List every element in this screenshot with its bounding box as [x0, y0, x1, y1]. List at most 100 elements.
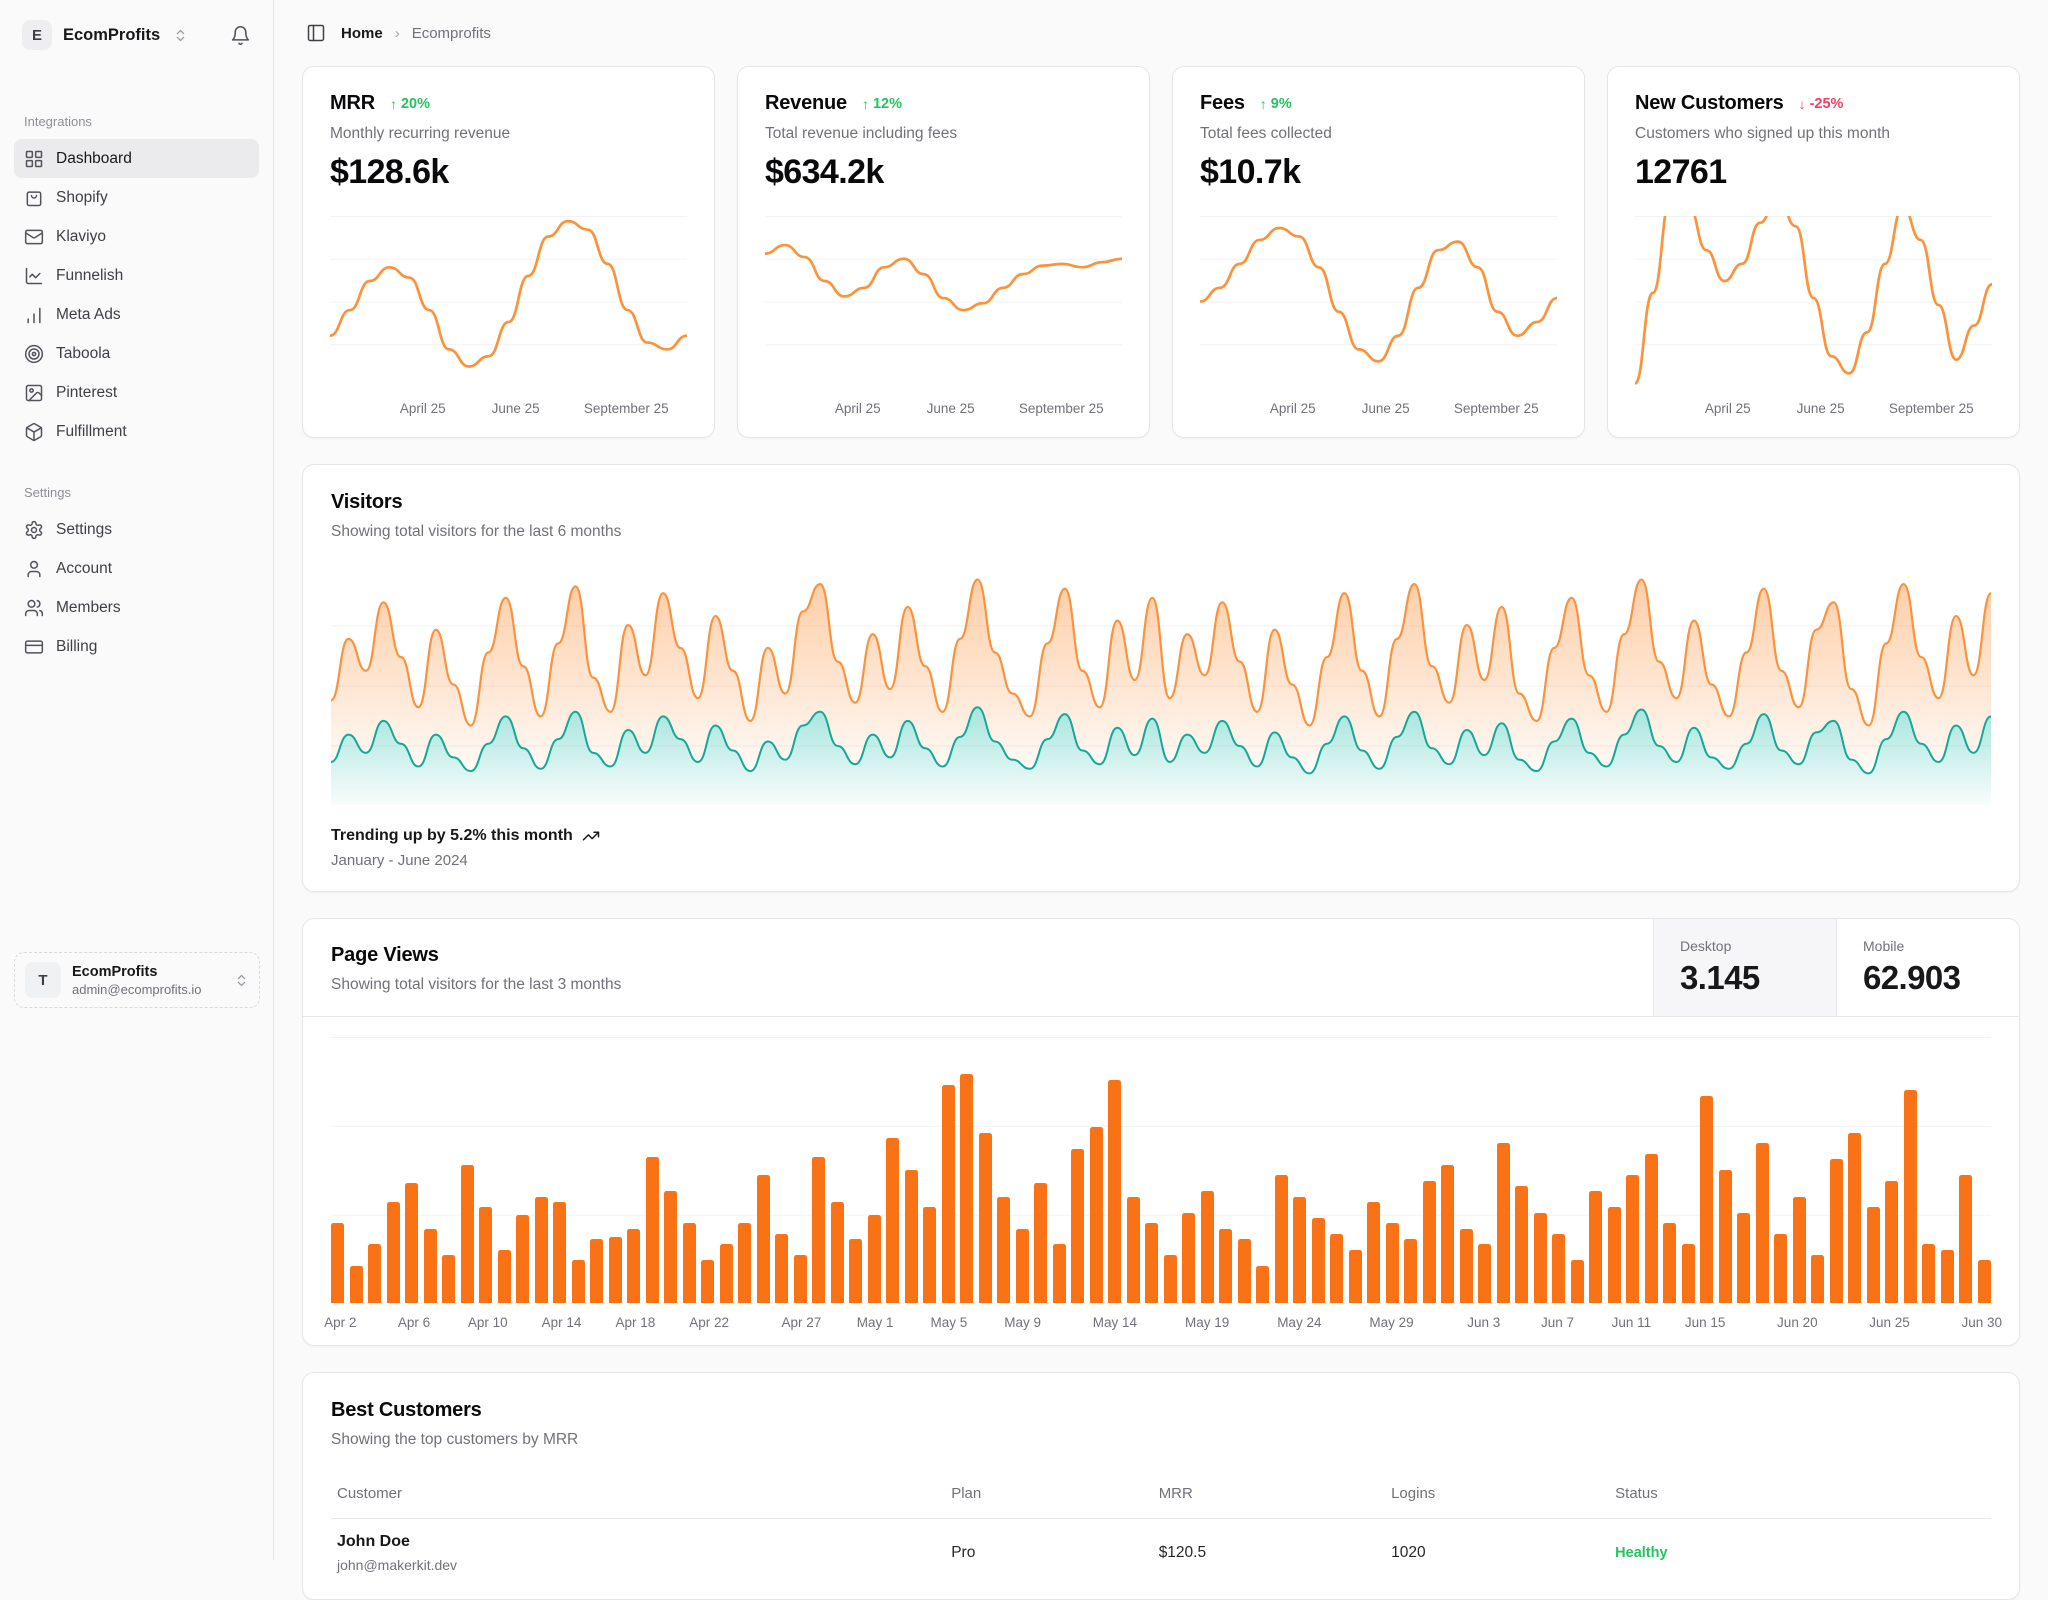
- sparkline-chart: [330, 216, 687, 387]
- table-header-row: Customer Plan MRR Logins Status: [331, 1477, 1991, 1519]
- sidebar-item-shopify[interactable]: Shopify: [14, 178, 259, 217]
- workspace-switcher[interactable]: E EcomProfits: [14, 18, 259, 52]
- customer-plan: Pro: [951, 1544, 976, 1561]
- sidebar-item-pinterest[interactable]: Pinterest: [14, 373, 259, 412]
- bar: [608, 1236, 622, 1303]
- sparkline-chart: [765, 216, 1122, 387]
- x-tick-label: Apr 14: [541, 1315, 582, 1330]
- bar: [1200, 1191, 1214, 1303]
- bar: [960, 1074, 973, 1303]
- sidebar-item-settings[interactable]: Settings: [14, 510, 259, 549]
- bar: [978, 1132, 992, 1303]
- sparkline-x-axis: April 25 June 25 September 25: [1704, 401, 1974, 416]
- x-tick-label: May 5: [930, 1315, 968, 1330]
- sidebar-toggle-icon[interactable]: [306, 23, 326, 43]
- sparkline-chart: [1635, 216, 1992, 387]
- x-tick-label: Jun 15: [1684, 1315, 1726, 1330]
- top-bar: Home › Ecomprofits: [302, 0, 2020, 66]
- bar: [904, 1170, 918, 1303]
- breadcrumb-home[interactable]: Home: [341, 24, 383, 42]
- x-tick-label: Apr 10: [467, 1315, 508, 1330]
- workspace-name: EcomProfits: [63, 25, 161, 44]
- trend-badge: ↑ 20%: [389, 95, 430, 112]
- visitors-trend-text: Trending up by 5.2% this month: [331, 827, 573, 844]
- stat-card-fees: Fees ↑ 9% Total fees collected $10.7k Apr…: [1172, 66, 1585, 438]
- sidebar-item-label: Fulfillment: [56, 422, 127, 440]
- bar: [386, 1201, 400, 1303]
- sidebar-item-dashboard[interactable]: Dashboard: [14, 139, 259, 178]
- x-tick-label: May 29: [1369, 1315, 1414, 1330]
- bar: [1311, 1217, 1325, 1303]
- sidebar-item-billing[interactable]: Billing: [14, 627, 259, 666]
- bar: [1607, 1207, 1621, 1303]
- bar: [867, 1215, 881, 1303]
- mobile-toggle-button[interactable]: Mobile 62.903: [1836, 919, 2019, 1016]
- package-icon: [24, 422, 44, 442]
- bar-chart-x-axis: Apr 2 Apr 6 Apr 10 Apr 14 Apr 18 Apr 22 Apr 27…: [324, 1303, 2002, 1339]
- bar: [1903, 1090, 1917, 1303]
- sidebar-item-klaviyo[interactable]: Klaviyo: [14, 217, 259, 256]
- sidebar-item-label: Dashboard: [56, 149, 132, 167]
- page-views-title: Page Views: [331, 944, 439, 966]
- sidebar-item-fulfillment[interactable]: Fulfillment: [14, 412, 259, 451]
- trend-badge: ↓ -25%: [1798, 95, 1844, 112]
- bar: [1885, 1180, 1898, 1303]
- bar: [1256, 1265, 1269, 1303]
- sidebar-item-label: Billing: [56, 637, 98, 655]
- bar: [886, 1138, 899, 1303]
- stat-title: Fees: [1200, 92, 1245, 114]
- x-tick-label: Apr 22: [689, 1315, 729, 1330]
- stat-value: 12761: [1635, 153, 1727, 191]
- bar: [1644, 1154, 1658, 1303]
- bar: [1274, 1175, 1288, 1303]
- page-views-header: Page Views Showing total visitors for th…: [303, 919, 2019, 1017]
- sidebar-item-members[interactable]: Members: [14, 588, 259, 627]
- bar: [497, 1249, 511, 1303]
- sidebar-item-meta-ads[interactable]: Meta Ads: [14, 295, 259, 334]
- x-tick-label: Jun 7: [1541, 1315, 1575, 1330]
- stat-subtitle: Total revenue including fees: [765, 125, 958, 142]
- column-header-logins: Logins: [1391, 1485, 1436, 1502]
- bar: [1330, 1233, 1343, 1303]
- sidebar-item-account[interactable]: Account: [14, 549, 259, 588]
- sidebar-item-taboola[interactable]: Taboola: [14, 334, 259, 373]
- stat-value: $634.2k: [765, 153, 884, 191]
- bar: [442, 1255, 455, 1303]
- visitors-footer: Trending up by 5.2% this month January -…: [331, 827, 1991, 869]
- bars: [331, 1037, 1991, 1303]
- bar: [1385, 1223, 1399, 1303]
- x-tick-label: Jun 20: [1777, 1315, 1818, 1330]
- column-header-plan: Plan: [951, 1485, 982, 1502]
- stat-subtitle: Customers who signed up this month: [1635, 125, 1891, 142]
- user-email: admin@ecomprofits.io: [72, 981, 202, 997]
- sidebar-item-label: Account: [56, 559, 113, 577]
- user-account-card[interactable]: T EcomProfits admin@ecomprofits.io: [14, 952, 260, 1008]
- bar: [1404, 1239, 1417, 1303]
- table-row[interactable]: John Doe john@makerkit.dev Pro $120.5 10…: [331, 1519, 1991, 1573]
- bar: [1293, 1196, 1306, 1303]
- sidebar-item-label: Members: [56, 598, 121, 616]
- nav-section-label: Integrations: [24, 114, 92, 129]
- bar: [627, 1228, 640, 1303]
- sidebar-item-funnelish[interactable]: Funnelish: [14, 256, 259, 295]
- bar: [664, 1191, 677, 1303]
- stat-value: $128.6k: [330, 153, 449, 191]
- arrow-up-icon: ↑: [861, 95, 869, 112]
- bar: [1626, 1175, 1639, 1303]
- sparkline-path: [1200, 228, 1557, 361]
- visitors-orange-area: [331, 579, 1991, 774]
- trend-badge: ↑ 9%: [1259, 95, 1292, 112]
- notifications-bell-icon[interactable]: [230, 25, 251, 46]
- user-icon: [24, 559, 44, 579]
- bar: [719, 1244, 733, 1303]
- desktop-toggle-button[interactable]: Desktop 3.145: [1653, 919, 1836, 1016]
- visitors-title: Visitors: [331, 491, 403, 513]
- bar: [1052, 1244, 1066, 1303]
- x-tick-label: Apr 27: [781, 1315, 822, 1330]
- stat-value: $10.7k: [1200, 153, 1301, 191]
- x-tick-label: Apr 18: [615, 1315, 656, 1330]
- sidebar-item-label: Klaviyo: [56, 227, 106, 245]
- column-header-customer: Customer: [337, 1485, 403, 1502]
- bar: [1829, 1159, 1843, 1303]
- x-tick-label: Jun 30: [1961, 1315, 2003, 1330]
